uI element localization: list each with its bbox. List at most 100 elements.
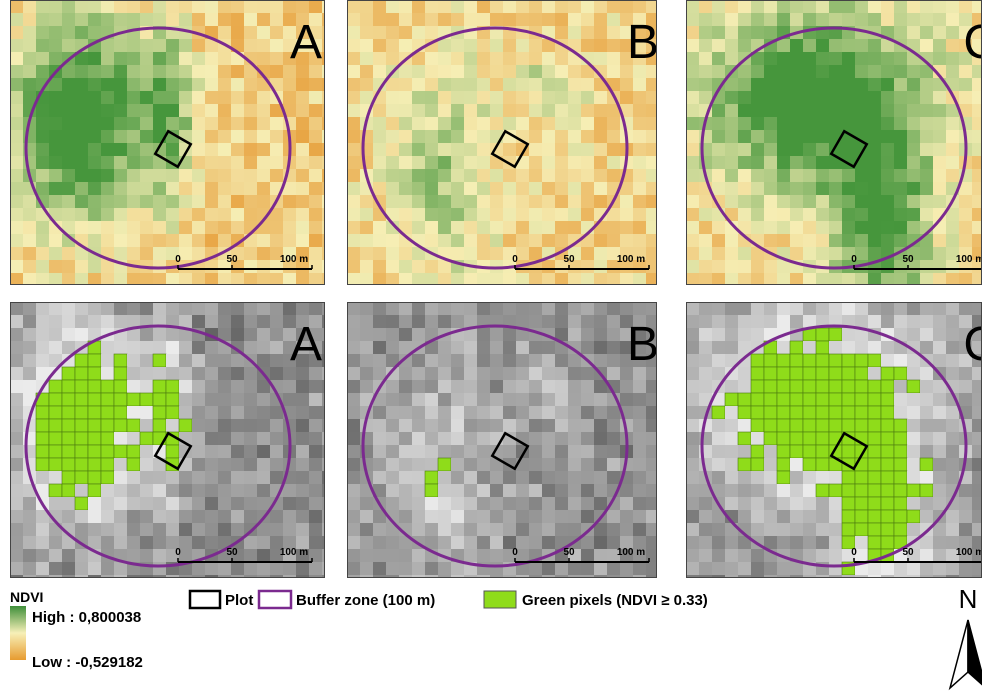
pixel <box>257 117 270 130</box>
pixel <box>127 91 140 104</box>
pixel <box>360 260 373 273</box>
pixel <box>231 367 244 380</box>
pixel <box>725 406 738 419</box>
pixel <box>842 65 855 78</box>
pixel <box>451 458 464 471</box>
pixel <box>373 234 386 247</box>
pixel <box>192 575 205 588</box>
pixel <box>49 302 62 315</box>
pixel <box>686 156 699 169</box>
pixel <box>166 182 179 195</box>
pixel <box>114 169 127 182</box>
pixel <box>205 182 218 195</box>
pixel <box>140 117 153 130</box>
pixel <box>712 52 725 65</box>
pixel <box>607 445 620 458</box>
pixel <box>477 510 490 523</box>
pixel <box>205 510 218 523</box>
pixel <box>75 143 88 156</box>
pixel <box>568 315 581 328</box>
pixel <box>568 419 581 432</box>
pixel <box>542 497 555 510</box>
pixel <box>283 78 296 91</box>
pixel <box>166 39 179 52</box>
pixel <box>49 156 62 169</box>
pixel <box>322 354 335 367</box>
pixel <box>699 26 712 39</box>
pixel <box>868 445 881 458</box>
pixel <box>360 562 373 575</box>
pixel <box>933 419 946 432</box>
pixel <box>296 169 309 182</box>
pixel <box>751 91 764 104</box>
pixel <box>659 13 672 26</box>
pixel <box>529 471 542 484</box>
pixel <box>425 497 438 510</box>
pixel <box>114 302 127 315</box>
pixel <box>620 302 633 315</box>
pixel <box>738 562 751 575</box>
pixel <box>153 13 166 26</box>
pixel <box>23 234 36 247</box>
pixel <box>972 523 982 536</box>
pixel <box>231 471 244 484</box>
legend-green: Green pixels (NDVI ≥ 0.33) <box>522 592 708 609</box>
pixel <box>777 195 790 208</box>
pixel <box>36 65 49 78</box>
pixel <box>451 169 464 182</box>
pixel <box>127 247 140 260</box>
pixel <box>725 143 738 156</box>
pixel <box>764 562 777 575</box>
pixel <box>529 13 542 26</box>
pixel <box>686 393 699 406</box>
scale-label: 0 <box>512 254 518 265</box>
pixel <box>764 497 777 510</box>
pixel <box>88 471 101 484</box>
pixel <box>686 354 699 367</box>
pixel <box>699 367 712 380</box>
pixel <box>62 91 75 104</box>
pixel <box>425 104 438 117</box>
pixel <box>686 497 699 510</box>
pixel <box>712 26 725 39</box>
pixel <box>790 117 803 130</box>
pixel <box>894 0 907 13</box>
pixel <box>360 510 373 523</box>
pixel <box>140 302 153 315</box>
pixel <box>790 247 803 260</box>
pixel <box>829 575 842 588</box>
pixel <box>127 341 140 354</box>
pixel <box>477 536 490 549</box>
pixel <box>803 354 816 367</box>
pixel <box>959 221 972 234</box>
pixel <box>542 260 555 273</box>
pixel <box>946 471 959 484</box>
pixel <box>270 419 283 432</box>
pixel <box>373 315 386 328</box>
pixel <box>542 562 555 575</box>
pixel <box>23 52 36 65</box>
pixel <box>542 169 555 182</box>
pixel <box>516 104 529 117</box>
pixel <box>764 234 777 247</box>
pixel <box>231 117 244 130</box>
pixel <box>699 315 712 328</box>
pixel <box>464 510 477 523</box>
pixel <box>373 536 386 549</box>
pixel <box>777 156 790 169</box>
pixel <box>490 484 503 497</box>
pixel <box>75 169 88 182</box>
pixel <box>516 221 529 234</box>
pixel <box>438 169 451 182</box>
pixel <box>607 143 620 156</box>
pixel <box>244 302 257 315</box>
pixel <box>270 302 283 315</box>
pixel <box>399 510 412 523</box>
pixel <box>686 65 699 78</box>
pixel <box>855 195 868 208</box>
pixel <box>816 510 829 523</box>
pixel <box>542 419 555 432</box>
pixel <box>477 484 490 497</box>
pixel <box>816 536 829 549</box>
pixel <box>790 419 803 432</box>
